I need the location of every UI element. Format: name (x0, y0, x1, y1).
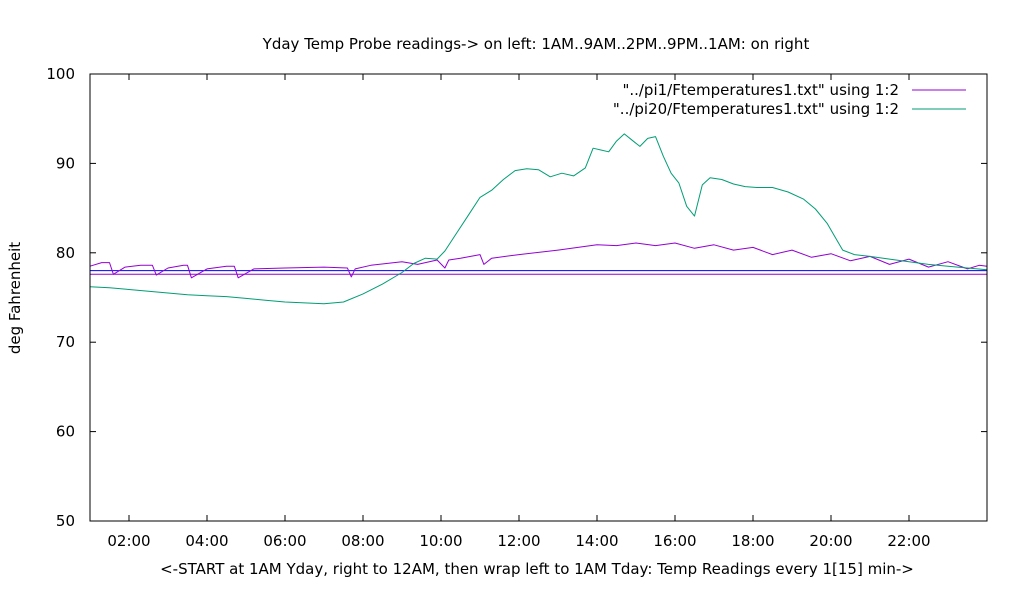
y-tick-label: 50 (56, 512, 75, 530)
y-tick-label: 100 (46, 65, 75, 83)
x-tick-label: 10:00 (419, 532, 462, 550)
x-tick-label: 22:00 (887, 532, 930, 550)
x-axis-ticks: 02:00 04:00 06:00 08:00 10:00 12:00 14:00 16:00… (107, 74, 931, 550)
y-tick-label: 60 (56, 423, 75, 441)
x-tick-label: 16:00 (653, 532, 696, 550)
y-tick-label: 70 (56, 333, 75, 351)
x-tick-label: 06:00 (263, 532, 306, 550)
y-axis-ticks: 50 60 70 80 90 100 (46, 65, 987, 530)
y-tick-label: 80 (56, 244, 75, 262)
x-tick-label: 08:00 (341, 532, 384, 550)
plot-frame (89, 73, 988, 522)
x-tick-label: 04:00 (185, 532, 228, 550)
x-tick-label: 12:00 (497, 532, 540, 550)
x-axis-label: <-START at 1AM Yday, right to 12AM, then… (160, 560, 914, 578)
plot-lines (89, 133, 988, 305)
legend-label-pi20: "../pi20/Ftemperatures1.txt" using 1:2 (613, 100, 899, 118)
series-line-0 (89, 242, 988, 279)
chart-title: Yday Temp Probe readings-> on left: 1AM.… (262, 35, 810, 53)
legend-label-pi1: "../pi1/Ftemperatures1.txt" using 1:2 (622, 81, 899, 99)
legend: "../pi1/Ftemperatures1.txt" using 1:2 ".… (613, 81, 966, 118)
y-axis-label: deg Fahrenheit (6, 242, 24, 354)
x-tick-label: 20:00 (809, 532, 852, 550)
y-tick-label: 90 (56, 154, 75, 172)
series-line-1 (89, 133, 988, 305)
x-tick-label: 14:00 (575, 532, 618, 550)
x-tick-label: 18:00 (731, 532, 774, 550)
x-tick-label: 02:00 (107, 532, 150, 550)
